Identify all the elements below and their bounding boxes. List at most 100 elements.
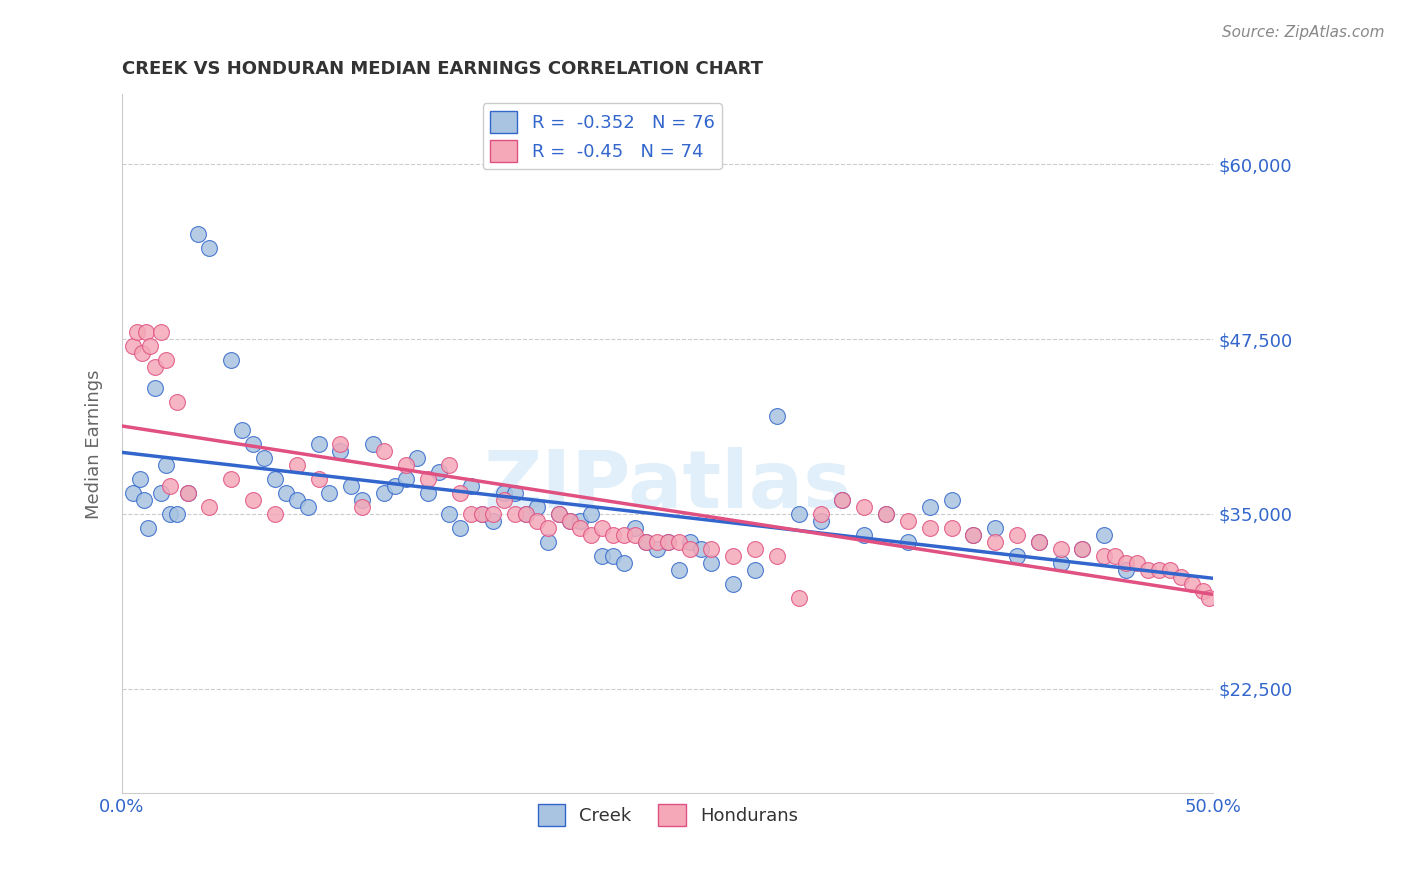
Point xyxy=(231,423,253,437)
Point xyxy=(1071,541,1094,556)
Point xyxy=(1126,556,1149,570)
Point xyxy=(624,521,647,535)
Point xyxy=(1147,563,1170,577)
Point xyxy=(132,492,155,507)
Point xyxy=(242,437,264,451)
Point xyxy=(515,507,537,521)
Point xyxy=(657,534,679,549)
Point xyxy=(591,521,613,535)
Point xyxy=(1198,591,1220,605)
Point xyxy=(135,325,157,339)
Legend: Creek, Hondurans: Creek, Hondurans xyxy=(530,797,806,833)
Point xyxy=(526,500,548,514)
Point xyxy=(810,507,832,521)
Point xyxy=(285,458,308,472)
Text: CREEK VS HONDURAN MEDIAN EARNINGS CORRELATION CHART: CREEK VS HONDURAN MEDIAN EARNINGS CORREL… xyxy=(122,60,763,78)
Point xyxy=(547,507,569,521)
Point xyxy=(984,534,1007,549)
Point xyxy=(634,534,657,549)
Point xyxy=(897,534,920,549)
Point xyxy=(537,521,560,535)
Point xyxy=(373,443,395,458)
Point xyxy=(668,563,690,577)
Point xyxy=(449,485,471,500)
Point xyxy=(1181,576,1204,591)
Point xyxy=(128,472,150,486)
Point xyxy=(482,514,505,528)
Point xyxy=(384,479,406,493)
Point xyxy=(547,507,569,521)
Point xyxy=(150,325,173,339)
Point xyxy=(143,381,166,395)
Point xyxy=(176,485,198,500)
Point xyxy=(198,241,221,255)
Point xyxy=(613,527,636,541)
Point xyxy=(581,507,603,521)
Point xyxy=(1115,563,1137,577)
Point xyxy=(352,492,374,507)
Point xyxy=(253,450,276,465)
Point xyxy=(166,507,188,521)
Point xyxy=(416,472,439,486)
Y-axis label: Median Earnings: Median Earnings xyxy=(86,369,103,518)
Point xyxy=(569,521,592,535)
Point xyxy=(219,353,242,368)
Point xyxy=(1159,563,1181,577)
Point xyxy=(853,527,876,541)
Point xyxy=(219,472,242,486)
Point xyxy=(700,541,723,556)
Point xyxy=(787,507,810,521)
Point xyxy=(723,549,745,563)
Point xyxy=(127,325,149,339)
Text: ZIPatlas: ZIPatlas xyxy=(484,447,852,524)
Point xyxy=(918,521,941,535)
Point xyxy=(318,485,340,500)
Point xyxy=(602,527,624,541)
Point xyxy=(1049,541,1071,556)
Point xyxy=(263,472,285,486)
Point xyxy=(941,521,963,535)
Point xyxy=(449,521,471,535)
Point xyxy=(875,507,897,521)
Point xyxy=(787,591,810,605)
Point xyxy=(602,549,624,563)
Point xyxy=(558,514,581,528)
Text: Source: ZipAtlas.com: Source: ZipAtlas.com xyxy=(1222,25,1385,40)
Point xyxy=(581,527,603,541)
Point xyxy=(1092,527,1115,541)
Point xyxy=(645,541,668,556)
Point xyxy=(1115,556,1137,570)
Point xyxy=(744,541,766,556)
Point xyxy=(700,556,723,570)
Point xyxy=(537,534,560,549)
Point xyxy=(875,507,897,521)
Point xyxy=(1028,534,1050,549)
Point xyxy=(131,346,153,360)
Point xyxy=(405,450,427,465)
Point xyxy=(122,485,145,500)
Point xyxy=(634,534,657,549)
Point xyxy=(1028,534,1050,549)
Point xyxy=(297,500,319,514)
Point xyxy=(668,534,690,549)
Point xyxy=(176,485,198,500)
Point xyxy=(427,465,450,479)
Point xyxy=(159,479,181,493)
Point xyxy=(471,507,494,521)
Point xyxy=(395,472,418,486)
Point xyxy=(1005,549,1028,563)
Point xyxy=(373,485,395,500)
Point xyxy=(831,492,853,507)
Point xyxy=(143,359,166,374)
Point xyxy=(1092,549,1115,563)
Point xyxy=(962,527,984,541)
Point xyxy=(340,479,363,493)
Point xyxy=(689,541,711,556)
Point xyxy=(515,507,537,521)
Point xyxy=(439,458,461,472)
Point xyxy=(361,437,384,451)
Point xyxy=(395,458,418,472)
Point xyxy=(150,485,173,500)
Point xyxy=(439,507,461,521)
Point xyxy=(1071,541,1094,556)
